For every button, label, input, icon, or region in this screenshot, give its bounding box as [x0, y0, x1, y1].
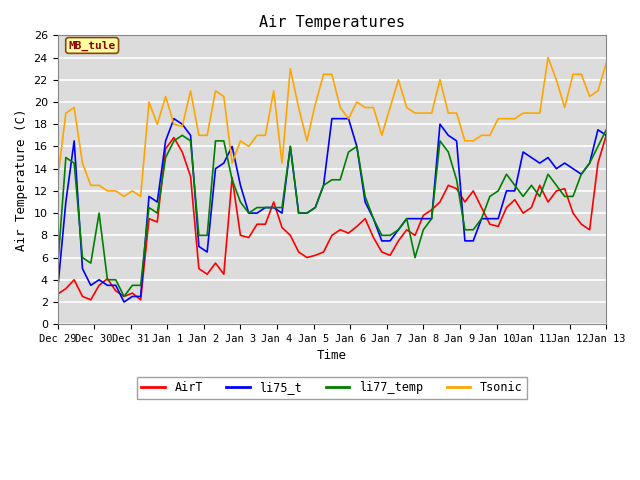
li75_t	[54, 288, 61, 294]
AirT	[477, 204, 485, 210]
Tsonic	[95, 182, 103, 188]
Tsonic	[312, 101, 319, 107]
li75_t	[569, 166, 577, 171]
AirT	[312, 252, 319, 258]
Title: Air Temperatures: Air Temperatures	[259, 15, 405, 30]
li77_temp	[54, 266, 61, 272]
Line: Tsonic: Tsonic	[58, 58, 606, 196]
AirT	[602, 132, 610, 138]
li77_temp	[287, 144, 294, 149]
li75_t	[129, 294, 136, 300]
AirT	[569, 210, 577, 216]
li77_temp	[312, 204, 319, 210]
li75_t	[120, 299, 128, 305]
Line: li77_temp: li77_temp	[58, 130, 606, 297]
AirT	[54, 291, 61, 297]
Y-axis label: Air Temperature (C): Air Temperature (C)	[15, 108, 28, 251]
li75_t	[320, 182, 328, 188]
AirT	[145, 216, 153, 222]
Tsonic	[544, 55, 552, 60]
Tsonic	[129, 188, 136, 194]
li77_temp	[145, 204, 153, 210]
AirT	[287, 232, 294, 238]
Text: MB_tule: MB_tule	[68, 40, 116, 50]
li77_temp	[129, 282, 136, 288]
li77_temp	[569, 193, 577, 199]
Tsonic	[602, 60, 610, 66]
X-axis label: Time: Time	[317, 349, 347, 362]
AirT	[87, 297, 95, 303]
Tsonic	[120, 193, 128, 199]
li75_t	[95, 277, 103, 283]
li75_t	[295, 210, 303, 216]
Line: AirT: AirT	[58, 135, 606, 300]
li77_temp	[602, 127, 610, 132]
li77_temp	[477, 216, 485, 222]
Tsonic	[287, 66, 294, 72]
AirT	[129, 290, 136, 296]
Tsonic	[477, 132, 485, 138]
Legend: AirT, li75_t, li77_temp, Tsonic: AirT, li75_t, li77_temp, Tsonic	[136, 377, 527, 399]
li75_t	[486, 216, 493, 222]
Line: li75_t: li75_t	[58, 119, 606, 302]
Tsonic	[569, 72, 577, 77]
li75_t	[602, 132, 610, 138]
Tsonic	[54, 177, 61, 183]
li75_t	[170, 116, 178, 121]
li77_temp	[120, 294, 128, 300]
